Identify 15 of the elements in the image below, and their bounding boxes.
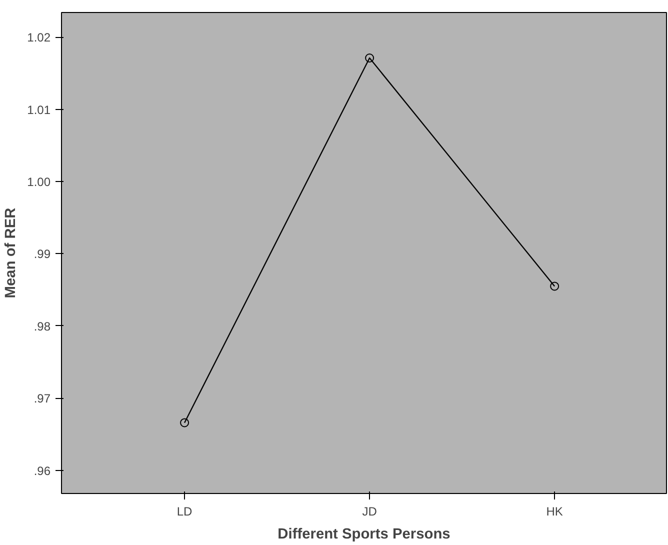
y-tick-label: 1.00 <box>27 175 51 189</box>
point <box>180 418 190 428</box>
x-tick-label: JD <box>362 504 378 518</box>
x-tick-label: LD <box>176 504 193 518</box>
x-tick-label: HK <box>546 504 563 518</box>
x-axis-title: Different Sports Persons <box>278 526 450 542</box>
y-tick-label: .96 <box>34 464 51 478</box>
y-tick-label: .98 <box>34 319 51 334</box>
y-tick-label: 1.02 <box>27 30 51 45</box>
point <box>550 282 560 291</box>
point <box>365 54 374 62</box>
y-axis-title: Mean of RER <box>3 207 20 298</box>
y-tick-label: .97 <box>34 392 51 406</box>
y-tick-label: .99 <box>34 247 51 262</box>
y-tick-label: 1.01 <box>27 102 51 117</box>
